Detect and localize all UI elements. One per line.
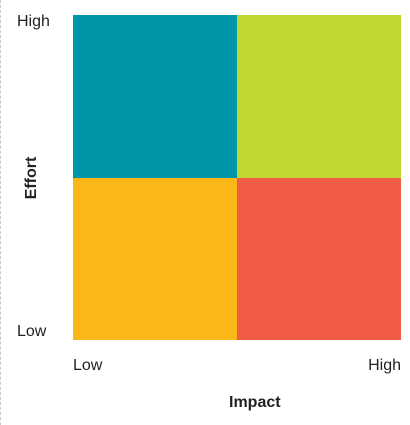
quadrant-high-effort-low-impact (73, 15, 237, 178)
y-axis-high-label: High (17, 13, 50, 30)
x-axis-low-label: Low (73, 357, 103, 374)
y-axis-title: Effort (23, 156, 40, 200)
y-axis-low-label: Low (17, 323, 47, 340)
x-axis-title: Impact (229, 394, 281, 411)
dashed-left-border (0, 0, 1, 425)
x-axis-high-label: High (368, 357, 401, 374)
quadrant-grid (73, 15, 401, 340)
quadrant-high-effort-high-impact (237, 15, 401, 178)
quadrant-low-effort-high-impact (237, 177, 401, 340)
quadrant-low-effort-low-impact (73, 177, 237, 340)
